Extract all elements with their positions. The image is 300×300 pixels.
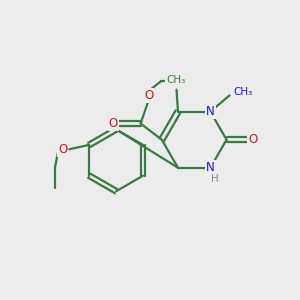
Text: O: O xyxy=(248,133,258,146)
Text: CH₃: CH₃ xyxy=(166,75,185,85)
Text: O: O xyxy=(144,89,153,102)
Text: N: N xyxy=(206,161,215,174)
Text: O: O xyxy=(58,143,68,156)
Text: N: N xyxy=(206,105,215,118)
Text: O: O xyxy=(109,117,118,130)
Text: H: H xyxy=(211,174,219,184)
Text: CH₃: CH₃ xyxy=(233,87,252,97)
